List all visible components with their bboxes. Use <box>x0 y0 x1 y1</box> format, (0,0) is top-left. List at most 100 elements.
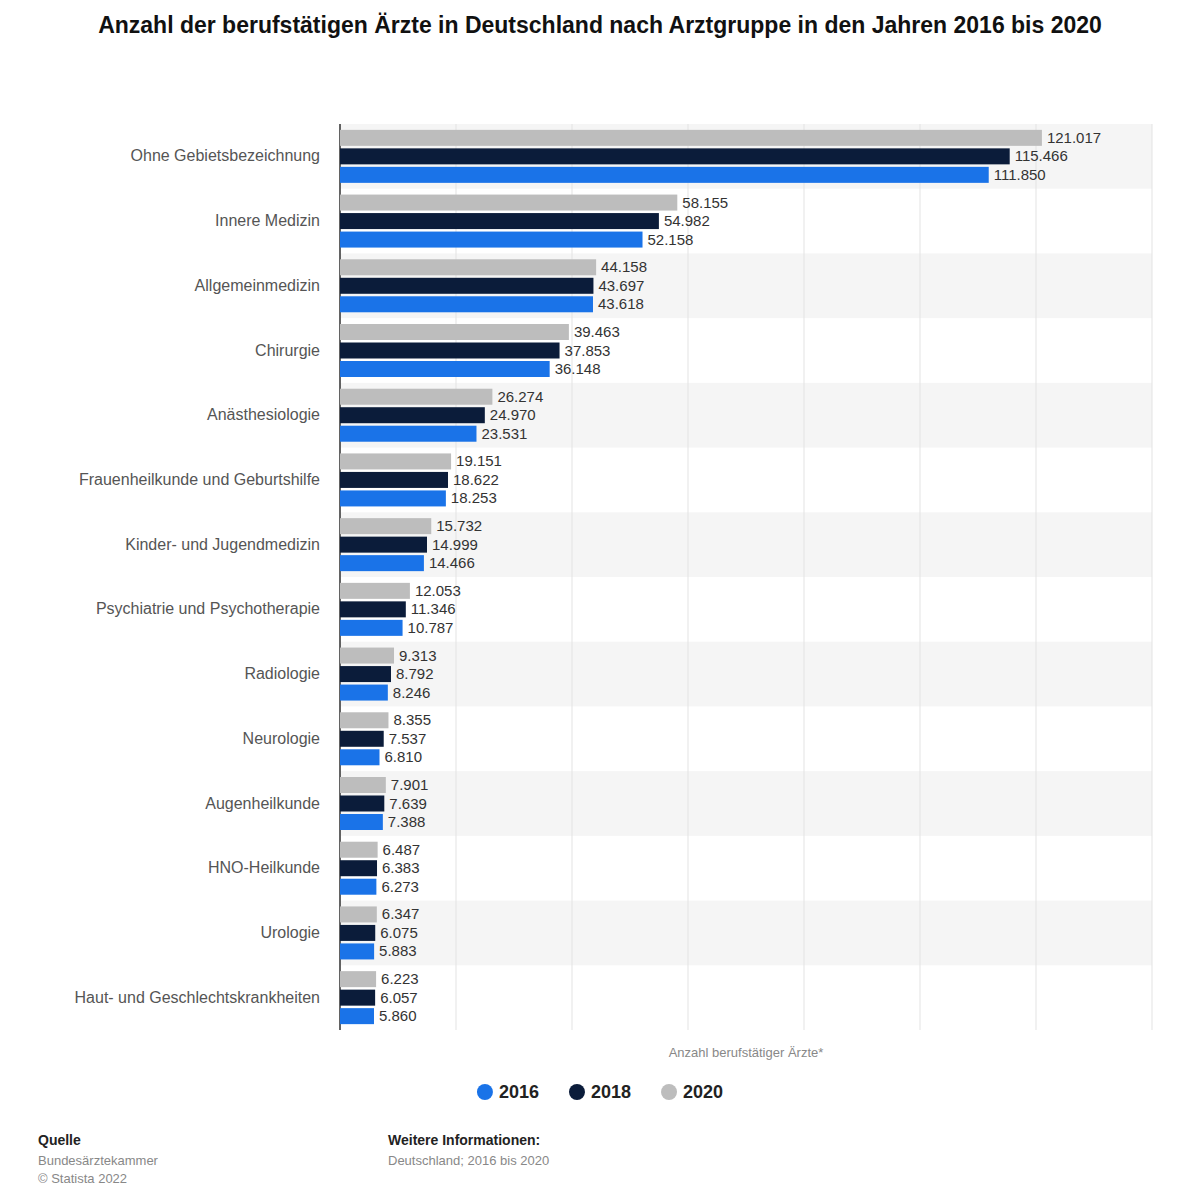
row-band <box>340 124 1152 189</box>
category-label: Radiologie <box>244 665 320 682</box>
bar <box>340 685 388 701</box>
bar <box>340 426 476 442</box>
chart: Anzahl der berufstätigen Ärzte in Deutsc… <box>0 0 1200 1202</box>
bar <box>340 712 388 728</box>
row-band <box>340 901 1152 966</box>
data-label: 6.487 <box>383 841 421 858</box>
category-label: Frauenheilkunde und Geburtshilfe <box>79 471 320 488</box>
bar <box>340 906 377 922</box>
axis-label: Anzahl berufstätiger Ärzte* <box>669 1045 824 1060</box>
grid-line <box>1036 124 1037 1030</box>
data-label: 18.253 <box>451 489 497 506</box>
legend-marker <box>569 1084 585 1100</box>
legend-marker <box>661 1084 677 1100</box>
data-label: 24.970 <box>490 406 536 423</box>
data-label: 6.223 <box>381 970 419 987</box>
data-label: 7.901 <box>391 776 429 793</box>
legend: 2016 2018 2020 <box>477 1082 723 1102</box>
row-band <box>340 512 1152 577</box>
category-label: Haut- und Geschlechtskrankheiten <box>75 989 320 1006</box>
data-label: 7.639 <box>389 795 427 812</box>
bar <box>340 555 424 571</box>
grid-line <box>688 124 689 1030</box>
bar <box>340 731 384 747</box>
bar <box>340 860 377 876</box>
data-label: 6.347 <box>382 905 420 922</box>
data-label: 12.053 <box>415 582 461 599</box>
category-label: Kinder- und Jugendmedizin <box>125 536 320 553</box>
data-label: 5.860 <box>379 1007 417 1024</box>
bar <box>340 648 394 664</box>
bar <box>340 879 376 895</box>
bar <box>340 971 376 987</box>
bar <box>340 1008 374 1024</box>
legend-marker <box>477 1084 493 1100</box>
data-label: 111.850 <box>994 166 1046 183</box>
bars <box>340 130 1042 1024</box>
data-label: 11.346 <box>411 600 456 617</box>
data-label: 5.883 <box>379 942 417 959</box>
bar <box>340 296 593 312</box>
data-label: 26.274 <box>497 388 543 405</box>
data-label: 7.388 <box>388 813 426 830</box>
row-band <box>340 642 1152 707</box>
data-label: 10.787 <box>408 619 454 636</box>
bar <box>340 583 410 599</box>
data-label: 19.151 <box>456 452 502 469</box>
bar <box>340 943 374 959</box>
data-label: 54.982 <box>664 212 710 229</box>
data-label: 121.017 <box>1047 129 1101 146</box>
category-label: Ohne Gebietsbezeichnung <box>131 147 320 164</box>
legend-label: 2016 <box>499 1082 539 1102</box>
category-label: Anästhesiologie <box>207 406 320 423</box>
info-label: Weitere Informationen: <box>388 1132 540 1148</box>
bar <box>340 195 677 211</box>
data-label: 23.531 <box>481 425 527 442</box>
data-label: 8.792 <box>396 665 434 682</box>
data-label: 14.466 <box>429 554 475 571</box>
bar <box>340 278 593 294</box>
data-label: 6.057 <box>380 989 418 1006</box>
data-label: 52.158 <box>648 231 694 248</box>
data-label: 36.148 <box>555 360 601 377</box>
data-label: 115.466 <box>1015 147 1068 164</box>
bar <box>340 796 384 812</box>
row-band <box>340 253 1152 318</box>
legend-label: 2020 <box>683 1082 723 1102</box>
bar <box>340 453 451 469</box>
data-label: 6.810 <box>384 748 422 765</box>
bar <box>340 259 596 275</box>
category-label: Allgemeinmedizin <box>195 277 320 294</box>
data-label: 6.273 <box>381 878 419 895</box>
data-label: 6.075 <box>380 924 418 941</box>
title-line: Anzahl der berufstätigen Ärzte in Deutsc… <box>98 12 1102 38</box>
category-label: Innere Medizin <box>215 212 320 229</box>
bar <box>340 777 386 793</box>
bar <box>340 749 379 765</box>
bar <box>340 213 659 229</box>
bar <box>340 407 485 423</box>
bar <box>340 990 375 1006</box>
data-label: 15.732 <box>436 517 482 534</box>
grid-line <box>920 124 921 1030</box>
bar <box>340 601 406 617</box>
bar <box>340 343 560 359</box>
row-band <box>340 771 1152 836</box>
category-label: Augenheilkunde <box>205 795 320 812</box>
row-band <box>340 383 1152 448</box>
bar <box>340 925 375 941</box>
bar <box>340 666 391 682</box>
data-label: 43.697 <box>598 277 644 294</box>
legend-label: 2018 <box>591 1082 631 1102</box>
data-label: 37.853 <box>565 342 611 359</box>
data-label: 8.355 <box>393 711 431 728</box>
data-label: 39.463 <box>574 323 620 340</box>
data-label: 7.537 <box>389 730 427 747</box>
category-label: Urologie <box>260 924 320 941</box>
data-label: 18.622 <box>453 471 499 488</box>
grid-line <box>804 124 805 1030</box>
source-label: Quelle <box>38 1132 81 1148</box>
title: Anzahl der berufstätigen Ärzte in Deutsc… <box>98 12 1102 38</box>
bar <box>340 167 989 183</box>
bar <box>340 232 643 248</box>
